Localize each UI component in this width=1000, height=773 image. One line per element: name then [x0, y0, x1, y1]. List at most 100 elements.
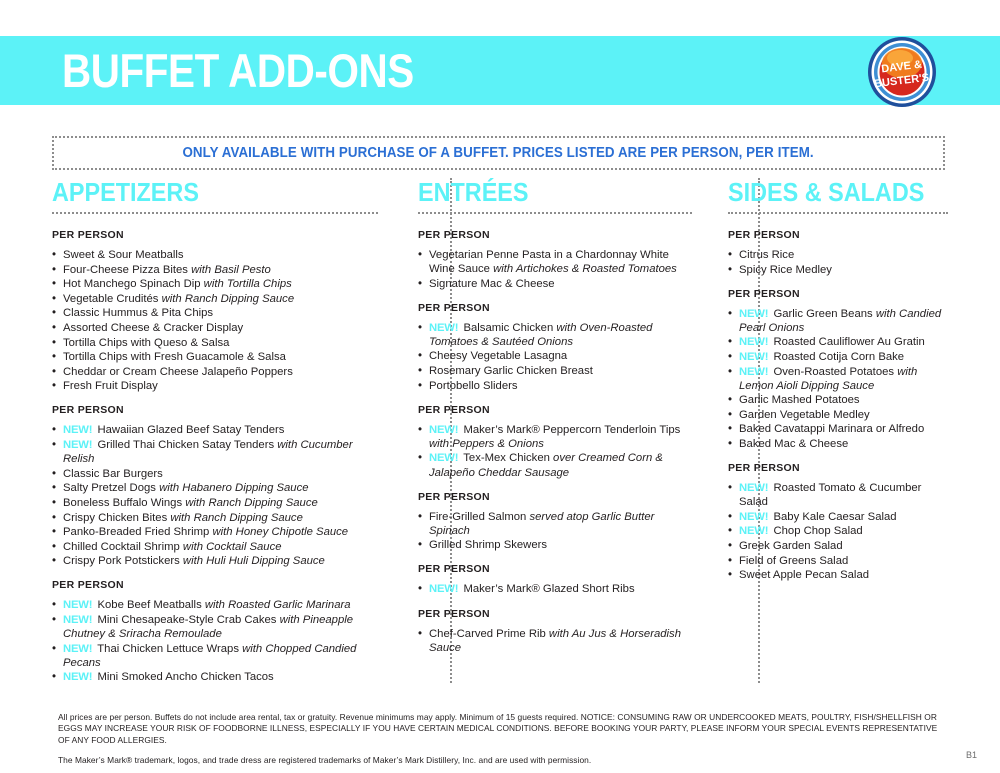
menu-item: NEW! Balsamic Chicken with Oven-Roasted … [418, 321, 692, 349]
menu-item-list: NEW! Balsamic Chicken with Oven-Roasted … [418, 321, 692, 393]
menu-item-description: served atop Garlic Butter Spinach [429, 510, 655, 537]
menu-item-name: Greek Garden Salad [739, 540, 843, 552]
menu-item-name: Citrus Rice [739, 249, 795, 261]
menu-item-description: with Honey Chipotle Sauce [212, 526, 349, 539]
footer: All prices are per person. Buffets do no… [58, 712, 946, 767]
svg-text:DAVE &: DAVE & [881, 59, 923, 76]
per-person-label: PER PERSON [728, 229, 800, 241]
menu-item-name: Mini Chesapeake-Style Crab Cakes [97, 613, 280, 626]
groups-entrees: PER PERSON Vegetarian Penne Pasta in a Ch… [418, 229, 692, 655]
per-person-label: PER PERSON [418, 563, 490, 576]
menu-item-name: Chop Chop Salad [773, 525, 863, 538]
column-heading: SIDES & SALADS [728, 177, 925, 207]
menu-item: Signature Mac & Cheese [418, 277, 692, 291]
menu-item: Panko-Breaded Fried Shrimp with Honey Ch… [52, 525, 378, 539]
menu-item-description: with Oven-Roasted Tomatoes & Sautéed Oni… [429, 321, 653, 348]
menu-item: Field of Greens Salad [728, 554, 948, 568]
column-appetizers: APPETIZERS PER PERSON Sweet & Sour Meatba… [52, 177, 400, 685]
menu-item-name: Assorted Cheese & Cracker Display [63, 321, 244, 334]
menu-item-name: Grilled Thai Chicken Satay Tenders [97, 439, 278, 452]
menu-item-name: Spicy Rice Medley [739, 263, 832, 276]
menu-item-list: Citrus Rice Spicy Rice Medley [728, 248, 948, 277]
menu-item: Classic Hummus & Pita Chips [52, 306, 378, 320]
menu-item-description: with Chopped Candied Pecans [63, 642, 357, 669]
new-badge: NEW! [429, 583, 459, 596]
new-badge: NEW! [429, 321, 459, 334]
menu-item-description: with Roasted Garlic Marinara [204, 599, 351, 612]
menu-item-name: Baked Mac & Cheese [739, 438, 849, 451]
menu-group: PER PERSON NEW! Maker’s Mark® Peppercorn … [418, 404, 692, 480]
new-badge: NEW! [429, 452, 459, 465]
menu-item-description: with Au Jus & Horseradish Sauce [429, 627, 681, 654]
menu-item-name: Baby Kale Caesar Salad [773, 510, 897, 523]
menu-item-description: over Creamed Corn & Jalapeño Cheddar Sau… [429, 452, 663, 479]
menu-item: Classic Bar Burgers [52, 467, 378, 481]
menu-group: PER PERSON NEW! Roasted Tomato & Cucumber… [728, 462, 948, 582]
menu-item-description: with Artichokes & Roasted Tomatoes [493, 263, 677, 276]
menu-item-list: NEW! Roasted Tomato & Cucumber SaladNEW!… [728, 481, 948, 582]
menu-item: Chilled Cocktail Shrimp with Cocktail Sa… [52, 540, 378, 554]
menu-item-name: Kobe Beef Meatballs [97, 599, 205, 612]
menu-item-name: Cheddar or Cream Cheese Jalapeño Poppers [63, 365, 293, 378]
menu-group: PER PERSON Sweet & Sour Meatballs Four-Che… [52, 229, 378, 394]
menu-item-list: NEW! Maker’s Mark® Glazed Short Ribs [418, 582, 692, 596]
menu-item: NEW! Garlic Green Beans with Candied Pea… [728, 307, 948, 335]
menu-item-name: Thai Chicken Lettuce Wraps [97, 642, 243, 655]
menu-item-name: Grilled Shrimp Skewers [429, 539, 548, 552]
menu-item: Crispy Pork Potstickers with Huli Huli D… [52, 554, 378, 568]
column-sides-salads: SIDES & SALADS PER PERSON Citrus Rice Spic… [710, 178, 948, 683]
per-person-label: PER PERSON [418, 301, 490, 314]
menu-item: NEW! Mini Chesapeake-Style Crab Cakes wi… [52, 613, 378, 641]
menu-item: Vegetable Crudités with Ranch Dipping Sa… [52, 292, 378, 306]
menu-item-name: Roasted Cotija Corn Bake [773, 350, 905, 363]
menu-item: Garden Vegetable Medley [728, 408, 948, 422]
column-entrees: ENTRÉES PER PERSON Vegetarian Penne Pasta… [400, 178, 710, 683]
per-person-label: PER PERSON [728, 462, 800, 475]
menu-item: NEW! Mini Smoked Ancho Chicken Tacos [52, 670, 378, 684]
menu-item-description: with Ranch Dipping Sauce [161, 292, 295, 305]
menu-item-name: Baked Cavatappi Marinara or Alfredo [739, 423, 925, 436]
menu-item-name: Maker’s Mark® Peppercorn Tenderloin Tips [463, 423, 681, 436]
menu-item-name: Classic Bar Burgers [63, 467, 163, 480]
menu-item-name: Garlic Green Beans [773, 307, 876, 320]
menu-item-name: Mini Smoked Ancho Chicken Tacos [97, 671, 274, 684]
new-badge: NEW! [739, 336, 769, 349]
menu-item-name: Boneless Buffalo Wings [63, 496, 186, 509]
menu-item: NEW! Tex-Mex Chicken over Creamed Corn &… [418, 451, 692, 479]
menu-item-name: Garden Vegetable Medley [739, 408, 870, 421]
menu-item: Portobello Sliders [418, 379, 692, 393]
menu-item-description: with Tortilla Chips [203, 278, 292, 291]
menu-item: Citrus Rice [728, 248, 948, 262]
menu-item: NEW! Chop Chop Salad [728, 524, 948, 538]
menu-item: Hot Manchego Spinach Dip with Tortilla C… [52, 277, 378, 291]
menu-group: PER PERSON Citrus Rice Spicy Rice Medley [728, 229, 948, 277]
menu-item-name: Four-Cheese Pizza Bites [63, 263, 192, 276]
menu-item: Tortilla Chips with Fresh Guacamole & Sa… [52, 350, 378, 364]
per-person-label: PER PERSON [418, 490, 490, 503]
menu-item: NEW! Roasted Cotija Corn Bake [728, 350, 948, 364]
menu-item-description: with Huli Huli Dipping Sauce [182, 555, 325, 568]
menu-item: NEW! Kobe Beef Meatballs with Roasted Ga… [52, 598, 378, 612]
new-badge: NEW! [63, 424, 93, 437]
menu-item: Chef-Carved Prime Rib with Au Jus & Hors… [418, 627, 692, 655]
menu-item: Spicy Rice Medley [728, 263, 948, 277]
new-badge: NEW! [63, 671, 93, 684]
column-heading: ENTRÉES [418, 177, 529, 207]
per-person-label: PER PERSON [52, 229, 124, 241]
new-badge: NEW! [739, 307, 769, 320]
heading-rule [728, 212, 948, 214]
column-heading: APPETIZERS [52, 177, 199, 207]
menu-item-name: Vegetarian Penne Pasta in a Chardonnay W… [429, 249, 669, 276]
notice-box: ONLY AVAILABLE WITH PURCHASE OF A BUFFET… [52, 136, 945, 170]
menu-item: Fresh Fruit Display [52, 379, 378, 393]
menu-item: Greek Garden Salad [728, 539, 948, 553]
menu-item-description: with Cocktail Sauce [182, 540, 282, 553]
menu-item-description: with Pineapple Chutney & Sriracha Remoul… [63, 613, 354, 641]
menu-item-name: Chef-Carved Prime Rib [429, 627, 549, 640]
menu-item-name: Balsamic Chicken [463, 321, 557, 334]
menu-item-name: Fire-Grilled Salmon [429, 510, 530, 523]
menu-item: Boneless Buffalo Wings with Ranch Dippin… [52, 496, 378, 510]
menu-item: Fire-Grilled Salmon served atop Garlic B… [418, 510, 692, 538]
menu-item-name: Classic Hummus & Pita Chips [63, 307, 214, 320]
per-person-label: PER PERSON [52, 579, 124, 592]
